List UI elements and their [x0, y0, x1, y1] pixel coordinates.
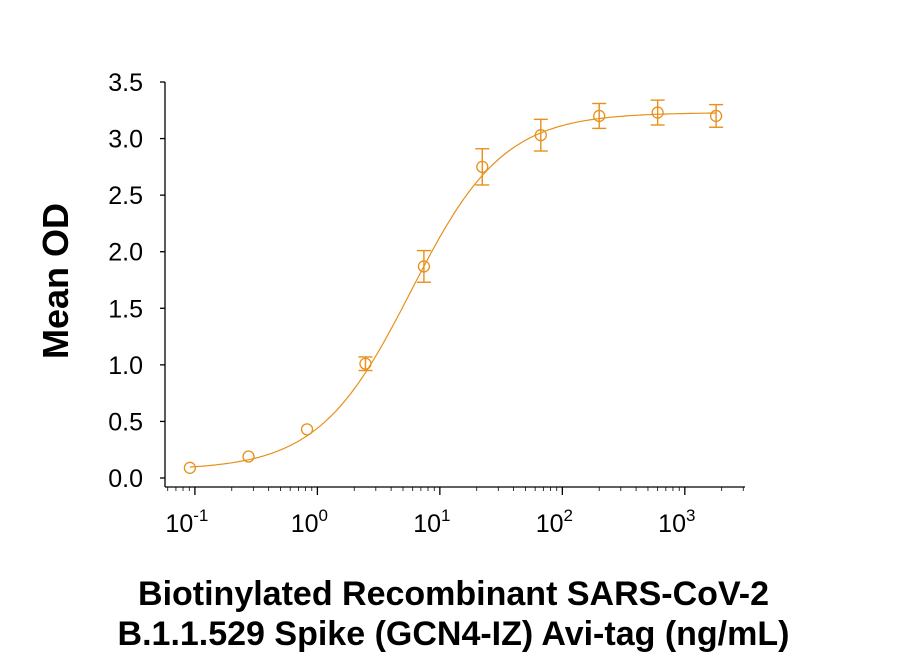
- x-tick-label: 103: [658, 506, 695, 538]
- data-point: [183, 461, 197, 474]
- x-tick-label: 100: [291, 506, 328, 538]
- y-tick-label: 1.5: [108, 295, 143, 323]
- data-point-group: [533, 118, 548, 152]
- data-point: [300, 423, 314, 436]
- data-point-group: [475, 148, 490, 186]
- x-axis-title-line-2: B.1.1.529 Spike (GCN4-IZ) Avi-tag (ng/mL…: [117, 615, 790, 653]
- data-point: [534, 129, 547, 142]
- data-point: [651, 106, 664, 119]
- y-tick-label: 3.5: [108, 69, 143, 97]
- fit-curve: [189, 112, 717, 468]
- data-point-group: [183, 461, 197, 474]
- data-point-group: [592, 102, 607, 130]
- y-tick-label: 3.0: [108, 126, 143, 154]
- x-tick-label: 102: [536, 506, 573, 538]
- y-tick-label: 2.5: [108, 182, 143, 210]
- y-axis-title: Mean OD: [35, 203, 76, 359]
- data-point-group: [300, 423, 314, 436]
- data-point-group: [358, 356, 373, 372]
- data-point: [709, 109, 723, 123]
- data-point: [242, 450, 255, 463]
- data-point-group: [709, 103, 724, 128]
- data-point: [476, 160, 489, 174]
- x-axis-title-line-1: Biotinylated Recombinant SARS-CoV-2: [138, 575, 769, 613]
- data-point: [417, 260, 431, 273]
- x-tick-label: 10-1: [165, 506, 208, 538]
- y-tick-label: 1.0: [108, 352, 143, 380]
- y-tick-label: 2.0: [108, 239, 143, 267]
- data-point: [593, 109, 606, 123]
- data-point-group: [650, 99, 665, 126]
- data-point-group: [416, 249, 431, 283]
- x-tick-label: 101: [413, 506, 450, 538]
- y-tick-label: 0.5: [108, 408, 143, 436]
- y-tick-label: 0.0: [108, 465, 143, 493]
- data-point: [359, 357, 372, 370]
- data-point-group: [242, 450, 255, 463]
